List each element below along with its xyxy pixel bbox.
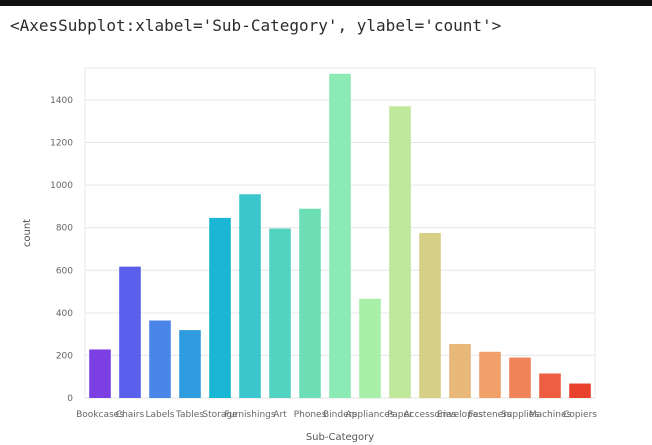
x-tick-label: Tables (175, 410, 204, 420)
bar-paper (389, 106, 411, 399)
x-tick-label: Bookcases (76, 410, 124, 420)
x-tick-label: Accessories (404, 410, 457, 420)
bar-art (269, 228, 291, 398)
bar-accessories (419, 233, 441, 398)
bar-tables (179, 330, 201, 398)
bar-copiers (569, 383, 591, 398)
y-tick-label: 800 (56, 224, 73, 234)
y-tick-label: 1400 (50, 96, 73, 106)
y-tick-label: 1200 (50, 139, 73, 149)
x-tick-label: Fasteners (468, 410, 512, 420)
bar-phones (299, 208, 321, 398)
bar-supplies (509, 357, 531, 398)
x-tick-label: Phones (294, 410, 327, 420)
bar-chairs (119, 266, 141, 398)
x-tick-label: Chairs (116, 410, 145, 420)
bar-fasteners (479, 351, 501, 398)
y-tick-label: 600 (56, 266, 73, 276)
x-axis-label: Sub-Category (306, 432, 374, 443)
output-repr-text: <AxesSubplot:xlabel='Sub-Category', ylab… (10, 16, 502, 35)
x-tick-label: Binders (323, 410, 357, 420)
bar-furnishings (239, 194, 261, 398)
x-tick-label: Art (273, 410, 287, 420)
x-tick-label: Storage (202, 410, 238, 420)
bar-labels (149, 320, 171, 398)
x-tick-label: Machines (529, 410, 572, 420)
bar-binders (329, 73, 351, 399)
x-tick-label: Supplies (501, 410, 539, 420)
x-tick-label: Labels (146, 410, 175, 420)
x-tick-label: Copiers (563, 410, 597, 420)
x-tick-label: Paper (387, 410, 413, 420)
bar-machines (539, 373, 561, 398)
bars (89, 73, 591, 399)
bar-envelopes (449, 343, 471, 398)
x-tick-label: Furnishings (224, 410, 275, 420)
x-tick-label: Envelopes (437, 410, 484, 420)
y-tick-label: 1000 (50, 181, 73, 191)
y-axis-label: count (22, 219, 33, 247)
y-tick-label: 200 (56, 351, 73, 361)
y-tick-label: 0 (67, 394, 73, 404)
y-tick-labels: 0 200 400 600 800 1000 1200 1400 (50, 96, 73, 404)
top-bar (0, 0, 652, 6)
x-tick-label: Appliances (346, 410, 395, 420)
bar-appliances (359, 298, 381, 398)
bar-storage (209, 217, 231, 398)
y-tick-label: 400 (56, 309, 73, 319)
bar-bookcases (89, 349, 111, 398)
